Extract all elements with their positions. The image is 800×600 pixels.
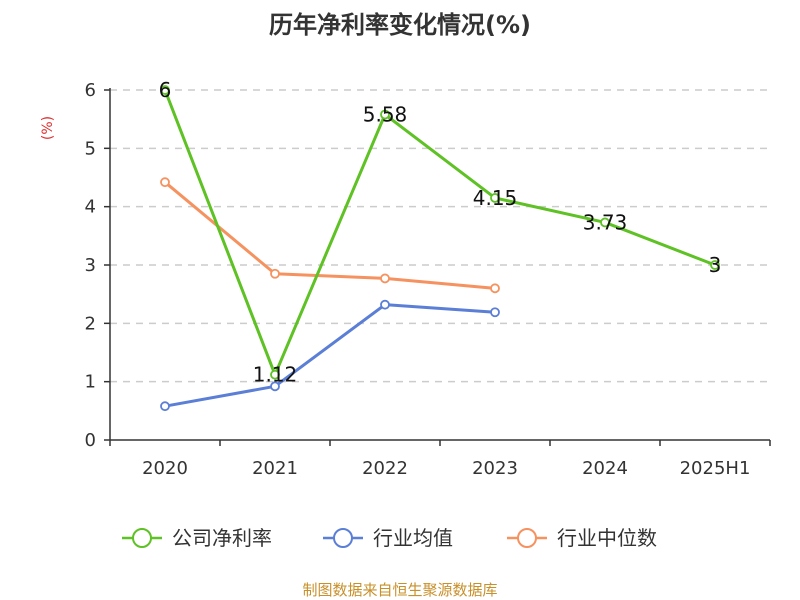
legend-swatch-marker [333,528,353,548]
data-point [490,307,500,318]
data-point [490,193,500,203]
data-label: 4.15 [473,186,518,210]
y-tick-label: 0 [85,430,96,451]
series-line-1 [164,303,496,408]
data-label: 3.73 [583,210,628,234]
y-tick-label: 6 [85,80,96,101]
y-axis-label: (%) [40,116,56,140]
data-point [380,273,390,284]
data-point [270,268,280,279]
data-point [710,260,720,270]
chart-title: 历年净利率变化情况(%) [269,11,531,39]
data-label: 6 [159,78,172,102]
data-point [160,85,170,95]
x-axis: 2020 2021 2022 2023 2024 2025H1 [109,439,771,479]
data-point [380,299,390,310]
data-label: 5.58 [363,103,408,127]
legend-label: 公司净利率 [172,526,272,550]
data-point [600,217,610,228]
grid-lines [110,89,770,383]
data-label: 1.12 [253,363,298,387]
series-line-0 [163,89,716,377]
series-line-2 [164,181,496,290]
x-tick-label: 2024 [582,458,628,479]
legend-swatch-marker [517,528,537,548]
legend-label: 行业均值 [373,526,453,550]
x-tick-label: 2022 [362,458,408,479]
legend: 公司净利率 行业均值 行业中位数 [122,526,657,550]
y-tick-label: 4 [85,197,96,218]
data-label: 3 [709,253,722,277]
y-tick-label: 1 [85,372,96,393]
legend-item: 行业中位数 [507,526,657,550]
x-tick-label: 2021 [252,458,298,479]
series-lines [160,85,720,412]
legend-item: 公司净利率 [122,526,272,550]
x-tick-label: 2025H1 [680,458,751,479]
legend-label: 行业中位数 [557,526,657,550]
source-note: 制图数据来自恒生聚源数据库 [302,581,497,599]
y-axis: 0 1 2 3 4 5 6 [85,80,111,451]
data-point [270,369,280,380]
data-point [160,401,170,412]
data-point [490,283,500,294]
x-tick-label: 2023 [472,458,518,479]
y-tick-label: 3 [85,255,96,276]
data-point [380,109,390,120]
data-point [160,177,170,188]
x-tick-label: 2020 [142,458,188,479]
y-tick-label: 5 [85,138,96,159]
legend-item: 行业均值 [323,526,453,550]
data-labels: 6 1.12 5.58 4.15 3.73 3 [159,78,722,387]
legend-swatch-marker [132,528,152,548]
data-point [270,381,280,392]
y-tick-label: 2 [85,313,96,334]
